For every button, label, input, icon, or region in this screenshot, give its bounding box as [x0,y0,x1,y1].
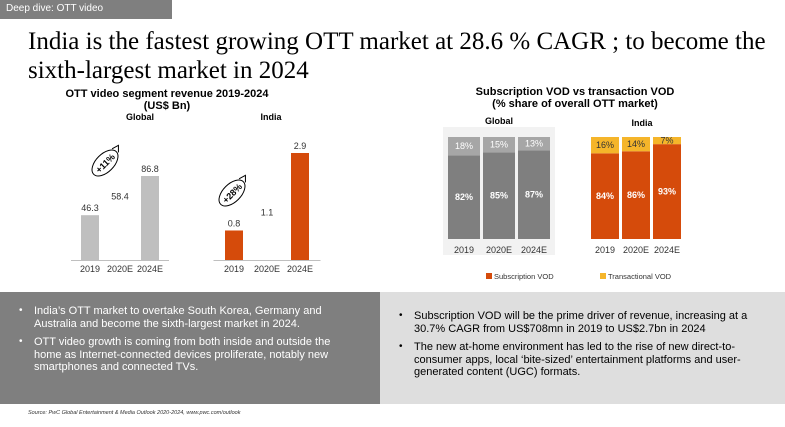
bullet-item: Subscription VOD will be the prime drive… [399,310,771,335]
data-label: 15% [490,140,508,150]
tick-label: 2020E [107,264,133,274]
data-label: 82% [455,192,473,202]
legend-label: Transactional VOD [608,272,672,281]
bullet-item: OTT video growth is coming from both ins… [19,336,360,374]
data-label: 85% [490,191,508,201]
data-label: 14% [627,139,645,149]
bar-tvod [622,137,650,152]
section-tag: Deep dive: OTT video [0,0,172,19]
charts-canvas: 46.3 2019 58.4 2020E 86.8 2024E +11% 0.8 2019 1.1… [71,127,681,281]
global-revenue-title: Global [125,112,154,122]
left-chart-title: OTT video segment revenue 2019-2024 (US$… [65,88,269,112]
india-revenue-title: India [260,112,282,122]
tick-label: 2024E [654,245,680,255]
tick-label: 2019 [80,264,100,274]
bar [141,176,159,260]
tick-label: 2019 [595,245,615,255]
global-share-title: Global [484,116,513,126]
bar-tvod [653,137,681,145]
bar-tvod [518,137,550,151]
bar-svod [653,144,681,239]
data-label: 1.1 [261,207,274,217]
data-label: 18% [455,141,473,151]
tick-label: 2020E [623,245,649,255]
source-note: Source: PwC Global Entertainment & Media… [28,410,241,416]
growth-ellipse [218,179,246,207]
data-label: 16% [596,140,614,150]
bar [81,215,99,260]
bar [291,153,309,260]
bar-svod [591,153,619,239]
right-chart-title: Subscription VOD vs transaction VOD (% s… [440,86,710,110]
data-label: 84% [596,191,614,201]
data-label: 7% [660,136,673,146]
growth-ellipse [91,149,119,177]
right-bullets-panel: Subscription VOD will be the prime drive… [380,292,785,404]
data-label: 87% [525,190,543,200]
bar-svod [622,151,650,239]
growth-arrow-icon [111,144,119,153]
legend-swatch-tvod [600,273,606,279]
growth-annotation: +11% [91,144,119,177]
tick-label: 2024E [287,264,313,274]
growth-arrow-icon [238,174,246,183]
tick-label: 2024E [521,245,547,255]
data-label: 58.4 [111,191,129,201]
india-share-title: India [631,118,653,128]
data-label: 13% [525,139,543,149]
right-chart-title-line2: (% share of overall OTT market) [492,98,658,110]
bar-tvod [448,137,480,156]
bar-svod [483,152,515,239]
bullet-item: The new at-home environment has led to t… [399,341,771,379]
data-label: 86% [627,190,645,200]
tick-label: 2020E [254,264,280,274]
bar [225,230,243,260]
data-label: 46.3 [81,203,99,213]
tick-label: 2020E [486,245,512,255]
data-label: 93% [658,187,676,197]
bar-svod [518,150,550,239]
left-bullets-panel: India’s OTT market to overtake South Kor… [0,292,380,404]
bar-tvod [483,137,515,153]
legend-label: Subscription VOD [494,272,554,281]
data-label: 86.8 [141,164,159,174]
section-tag-label: Deep dive: OTT video [6,3,104,14]
data-label: 2.9 [294,141,307,151]
tick-label: 2019 [454,245,474,255]
legend-swatch-svod [486,273,492,279]
data-label: 0.8 [228,218,241,228]
page-title: India is the fastest growing OTT market … [28,28,766,84]
tick-label: 2019 [224,264,244,274]
bar-tvod [591,137,619,154]
right-chart-title-line1: Subscription VOD vs transaction VOD [475,86,675,98]
tick-label: 2024E [137,264,163,274]
bar-svod [448,155,480,239]
growth-annotation: +28% [218,174,246,207]
bullet-item: India’s OTT market to overtake South Kor… [19,305,360,330]
